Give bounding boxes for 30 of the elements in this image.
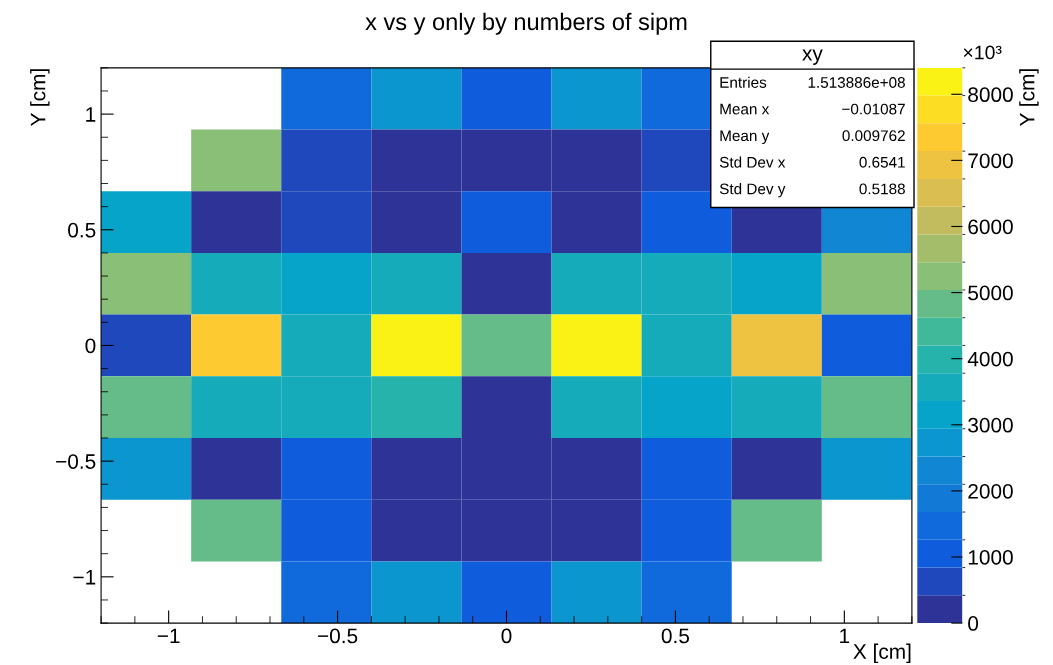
- color-bar-label: 1000: [968, 550, 1013, 565]
- text: ×10³: [963, 45, 1002, 60]
- x-tick-label: −1: [157, 628, 180, 644]
- text: Mean x −0.01087: [720, 103, 905, 115]
- color-bar-label: 8000: [968, 87, 1013, 103]
- color-bar-label: 0: [968, 616, 979, 631]
- text: Std Dev y 0.5188: [719, 183, 905, 198]
- y-tick-label: 0.5: [68, 222, 96, 238]
- color-bar-label: 5000: [968, 285, 1013, 301]
- y-tick-label: 1: [86, 107, 96, 122]
- color-bar-label: 6000: [968, 219, 1013, 235]
- y-tick-label: 0: [85, 338, 96, 354]
- x-tick-label: −0.5: [318, 628, 358, 644]
- text: xy: [802, 49, 823, 65]
- x-axis-title: X [cm]: [853, 643, 911, 664]
- color-bar-label: 7000: [968, 153, 1013, 169]
- chart-title: x vs y only by numbers of sipm: [365, 12, 687, 35]
- y-axis-title: Y [cm]: [30, 69, 50, 127]
- y-tick-label: −1: [73, 570, 96, 585]
- color-bar-label: 3000: [968, 417, 1013, 433]
- text: Entries 1.513886e+08: [720, 76, 905, 88]
- x-tick-label: 0.5: [661, 628, 690, 644]
- x-tick-label: 1: [840, 628, 850, 644]
- text: Mean y 0.009762: [720, 130, 905, 145]
- color-bar-label: 4000: [967, 351, 1013, 367]
- x-tick-label: 0: [501, 628, 512, 644]
- text: Std Dev x 0.6541: [719, 156, 905, 168]
- color-bar-title: Y [cm]: [1019, 69, 1039, 127]
- y-tick-label: −0.5: [56, 454, 96, 469]
- color-bar-label: 2000: [968, 483, 1013, 499]
